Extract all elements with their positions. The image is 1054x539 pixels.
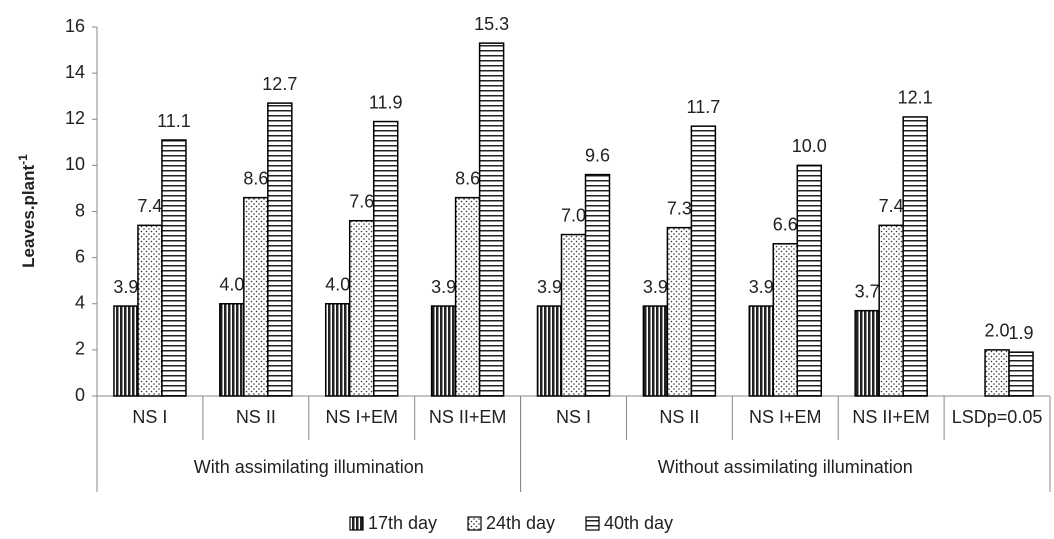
bar	[560, 233, 587, 397]
value-label: 3.9	[537, 277, 562, 297]
value-label: 7.4	[879, 196, 904, 216]
value-label: 7.0	[561, 205, 586, 225]
x-tick-label: NS II+EM	[429, 407, 507, 427]
legend-swatch	[349, 516, 364, 531]
bar	[137, 224, 163, 397]
legend-swatch	[585, 516, 600, 531]
y-tick-label: 16	[65, 16, 85, 36]
value-label: 10.0	[792, 136, 827, 156]
bar	[243, 196, 269, 397]
group-label: With assimilating illumination	[194, 457, 424, 477]
bar	[1008, 351, 1034, 397]
value-label: 4.0	[219, 275, 244, 295]
bar	[878, 224, 904, 397]
bar	[902, 116, 928, 397]
value-label: 7.3	[667, 198, 692, 218]
y-tick-label: 8	[75, 200, 85, 220]
value-label: 3.9	[749, 277, 774, 297]
bar	[267, 102, 293, 397]
value-label: 15.3	[474, 14, 509, 34]
y-axis-label: Leaves.plant-1	[16, 154, 38, 268]
value-label: 8.6	[243, 168, 268, 188]
x-tick-label: NS II	[659, 407, 699, 427]
value-label: 8.6	[455, 168, 480, 188]
x-tick-label: LSDp=0.05	[952, 407, 1043, 427]
bar	[666, 226, 693, 397]
bar	[324, 303, 351, 397]
y-axis-label-main: Leaves.plant	[19, 165, 38, 268]
bar	[772, 243, 799, 397]
bar	[642, 305, 669, 397]
bar	[584, 173, 611, 397]
y-tick-label: 4	[75, 293, 85, 313]
value-label: 11.1	[157, 111, 191, 131]
bar	[984, 349, 1010, 397]
value-label: 11.7	[687, 97, 721, 117]
x-tick-label: NS II	[236, 407, 276, 427]
bar	[748, 305, 775, 397]
legend-swatch	[467, 516, 482, 531]
value-label: 11.9	[369, 92, 403, 112]
value-label: 3.9	[431, 277, 456, 297]
bar	[478, 42, 505, 397]
bar	[372, 120, 399, 397]
value-label: 7.6	[349, 191, 374, 211]
x-tick-label: NS II+EM	[852, 407, 930, 427]
value-label: 1.9	[1009, 323, 1034, 343]
x-tick-label: NS I+EM	[749, 407, 822, 427]
bar	[113, 305, 139, 397]
legend-label: 17th day	[368, 513, 437, 533]
value-label: 12.7	[262, 74, 297, 94]
legend-label: 24th day	[486, 513, 555, 533]
value-label: 2.0	[985, 321, 1010, 341]
bar	[430, 305, 457, 397]
y-tick-label: 12	[65, 108, 85, 128]
bar	[690, 125, 717, 397]
bar	[348, 219, 375, 397]
y-tick-label: 10	[65, 154, 85, 174]
y-tick-label: 14	[65, 62, 85, 82]
y-tick-label: 6	[75, 246, 85, 266]
value-label: 3.9	[113, 277, 138, 297]
value-label: 7.4	[137, 196, 162, 216]
bar	[219, 303, 245, 397]
value-label: 3.7	[855, 281, 880, 301]
value-label: 9.6	[585, 145, 610, 165]
value-label: 4.0	[325, 275, 350, 295]
x-tick-label: NS I	[132, 407, 167, 427]
bar	[161, 139, 187, 397]
bar	[854, 309, 880, 397]
x-tick-label: NS I	[556, 407, 591, 427]
group-label: Without assimilating illumination	[658, 457, 913, 477]
bar	[454, 196, 481, 397]
value-label: 6.6	[773, 215, 798, 235]
bar	[796, 164, 823, 397]
y-tick-label: 2	[75, 339, 85, 359]
y-tick-label: 0	[75, 385, 85, 405]
x-tick-label: NS I+EM	[325, 407, 398, 427]
y-axis-label-superscript: -1	[16, 154, 30, 165]
value-label: 12.1	[898, 88, 933, 108]
legend-label: 40th day	[604, 513, 673, 533]
bar	[536, 305, 563, 397]
value-label: 3.9	[643, 277, 668, 297]
